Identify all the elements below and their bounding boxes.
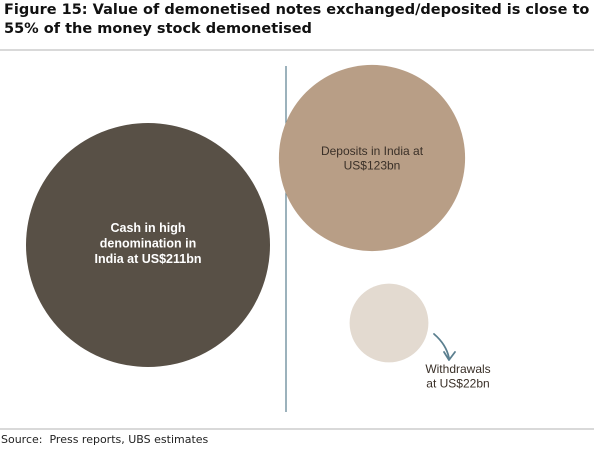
bottom-rule <box>0 428 594 430</box>
withdrawals-arrow <box>433 333 456 361</box>
bubble-label-line: at US$22bn <box>426 376 489 390</box>
bubble-label-line: Withdrawals <box>425 362 490 376</box>
bubble-withdrawals <box>349 283 429 363</box>
bubble-label-line: US$123bn <box>344 158 401 172</box>
bubble-label-deposits: Deposits in India at US$123bn <box>321 144 424 173</box>
source-note: Source: Press reports, UBS estimates <box>1 433 209 446</box>
bubble-label-withdrawals: Withdrawals at US$22bn <box>425 362 490 391</box>
top-rule <box>0 49 594 51</box>
bubble-label-line: denomination in <box>100 236 197 250</box>
bubble-label-cash: Cash in high denomination in India at US$2… <box>95 221 202 266</box>
bubble-label-line: Cash in high <box>111 221 186 235</box>
bubble-cash <box>26 123 270 367</box>
bubble-deposits <box>278 64 466 252</box>
bubble-label-line: India at US$211bn <box>95 252 202 266</box>
bubble-label-line: Deposits in India at <box>321 144 424 158</box>
chart-title: Figure 15: Value of demonetised notes ex… <box>4 2 590 37</box>
